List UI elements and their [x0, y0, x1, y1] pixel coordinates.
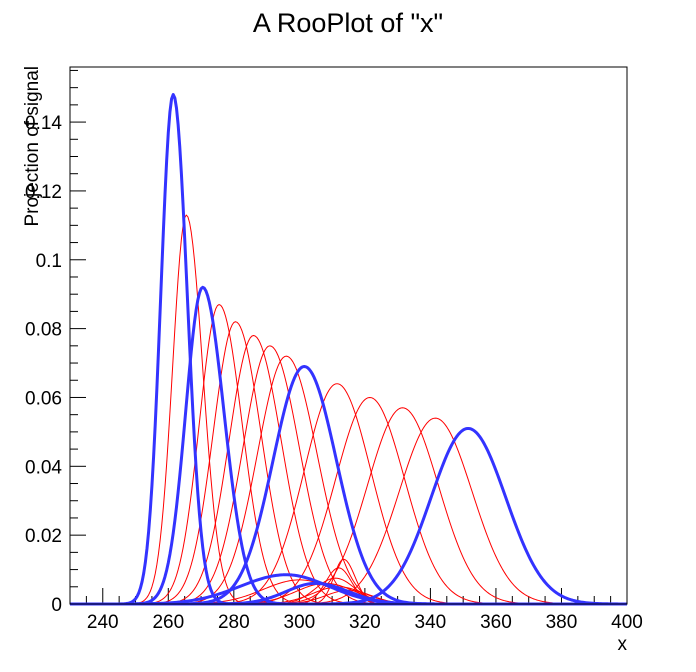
y-tick-label: 0.04 [25, 457, 62, 478]
reference-curve [70, 364, 627, 606]
plot-frame [69, 66, 628, 605]
y-axis-ticks: 0 0.02 0.04 0.06 0.08 0.1 0.12 0.14 [25, 69, 86, 616]
y-tick-label: 0.06 [25, 388, 62, 409]
x-tick-label: 300 [284, 612, 316, 633]
x-tick-label: 280 [218, 612, 250, 633]
interpolated-curve [70, 214, 627, 605]
y-axis-label: Projection of signal [22, 66, 43, 227]
x-tick-label: 340 [415, 612, 447, 633]
y-tick-label: 0.12 [25, 182, 62, 203]
x-axis-ticks: 240 260 280 300 320 340 360 380 400 [69, 588, 643, 633]
y-tick-label: 0 [51, 595, 62, 616]
x-tick-label: 260 [152, 612, 184, 633]
y-tick-label: 0.1 [36, 251, 62, 272]
reference-curve [70, 93, 627, 606]
x-tick-label: 240 [87, 612, 119, 633]
y-tick-label: 0.08 [25, 320, 62, 341]
plot-curves [70, 93, 628, 606]
x-tick-label: 320 [349, 612, 381, 633]
chart-title: A RooPlot of "x" [253, 8, 443, 38]
x-axis-label: x [618, 634, 628, 655]
y-tick-label: 0.02 [25, 526, 62, 547]
y-tick-label: 0.14 [25, 113, 62, 134]
x-tick-label: 380 [546, 612, 578, 633]
x-tick-label: 400 [611, 612, 643, 633]
x-tick-label: 360 [480, 612, 512, 633]
